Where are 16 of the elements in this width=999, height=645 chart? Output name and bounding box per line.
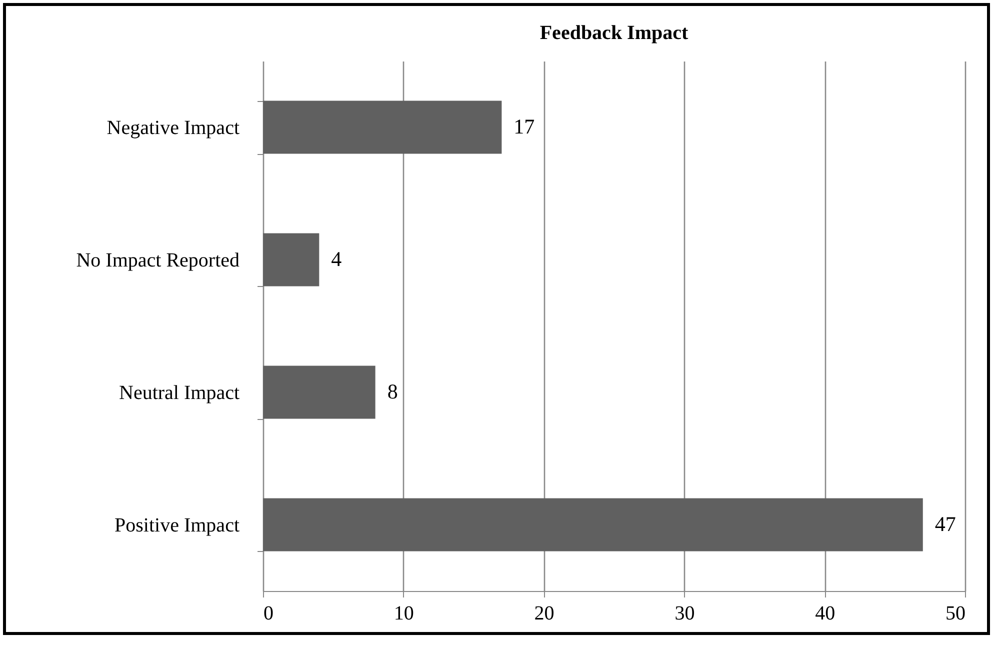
x-tick-label: 0 [264,602,274,624]
chart-title: Feedback Impact [540,22,688,44]
y-tick-label: No Impact Reported [76,249,240,272]
x-tick-label: 50 [946,602,966,624]
data-label: 17 [514,114,535,138]
x-tick-label: 30 [674,602,695,624]
x-tick-label: 40 [815,602,836,624]
chart-frame: 0 10 20 30 40 50 Negative Impact No Impact Reported Neutral Impact Positive Impact 17 4 8 47 Feedback Impact [3,3,990,635]
data-label: 47 [934,512,956,536]
y-tick-label: Negative Impact [106,116,240,139]
y-tick-label: Positive Impact [114,514,240,536]
y-tick-label: Neutral Impact [119,382,240,404]
x-tick-label: 20 [534,602,554,624]
data-label: 4 [331,246,342,271]
data-label: 8 [387,379,398,404]
x-tick-label: 10 [394,602,414,624]
